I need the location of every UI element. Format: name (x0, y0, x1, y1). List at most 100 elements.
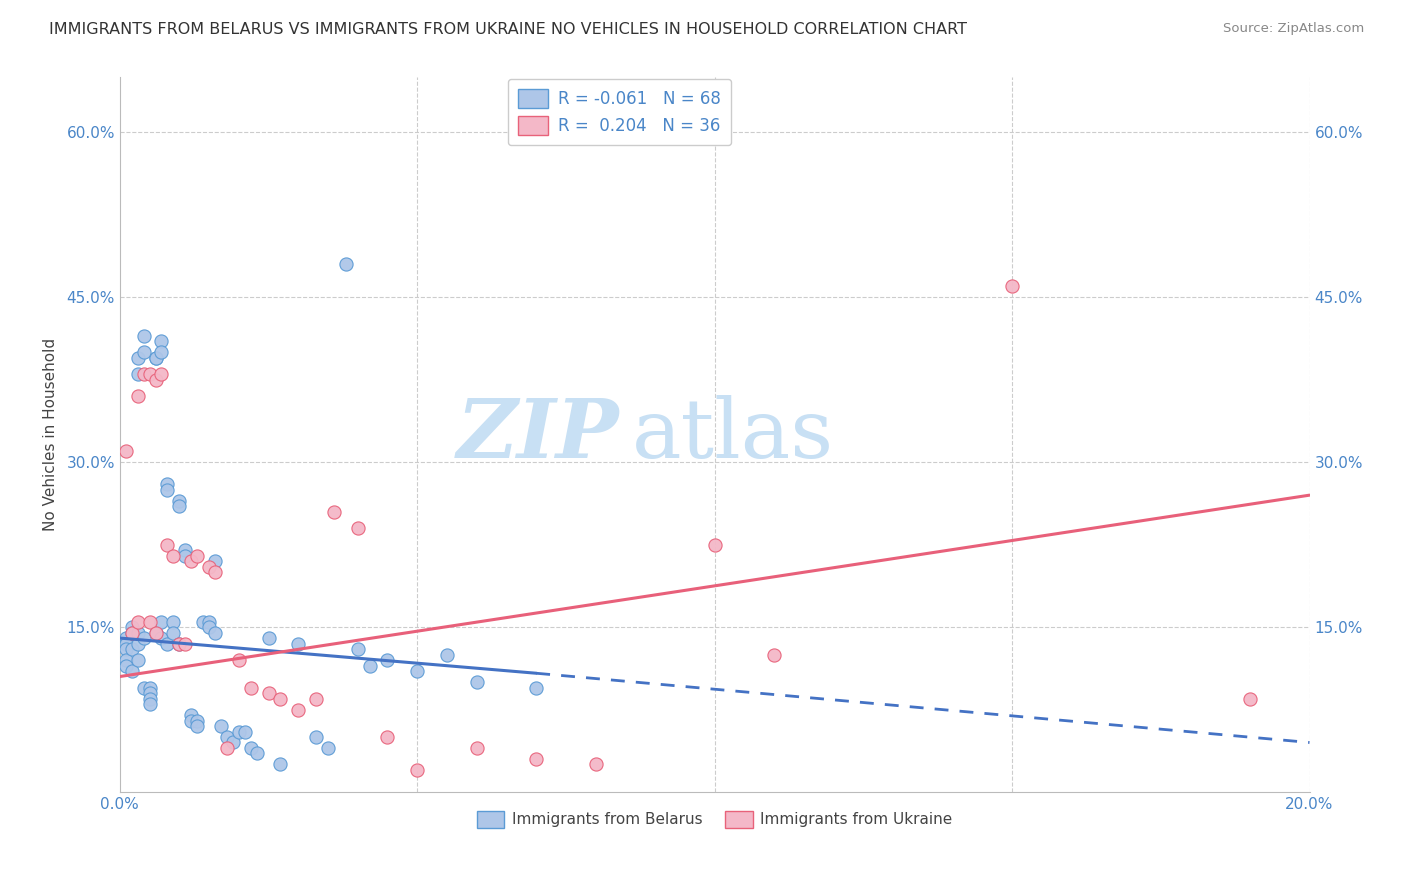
Point (121, 642, 143, 657)
Point (305, 691, 328, 706)
Point (198, 559, 221, 574)
Point (169, 636, 191, 650)
Point (233, 724, 256, 739)
Text: IMMIGRANTS FROM BELARUS VS IMMIGRANTS FROM UKRAINE NO VEHICLES IN HOUSEHOLD CORR: IMMIGRANTS FROM BELARUS VS IMMIGRANTS FR… (49, 22, 967, 37)
Point (156, 483, 179, 497)
Point (127, 389, 149, 403)
Point (174, 549, 197, 563)
Point (132, 328, 155, 343)
Point (316, 741, 339, 756)
Point (215, 730, 238, 744)
Point (1239, 691, 1261, 706)
Point (121, 625, 143, 640)
Point (323, 505, 346, 519)
Point (138, 691, 160, 706)
Point (346, 521, 368, 535)
Point (228, 724, 250, 739)
Point (305, 730, 328, 744)
Point (127, 625, 149, 640)
Point (763, 648, 786, 662)
Point (127, 653, 149, 667)
Point (138, 368, 160, 382)
Point (257, 686, 280, 700)
Point (204, 554, 226, 568)
Point (121, 625, 143, 640)
Point (127, 351, 149, 365)
Point (138, 615, 160, 629)
Point (209, 719, 232, 733)
Point (145, 373, 167, 387)
Point (186, 719, 208, 733)
Point (145, 625, 167, 640)
Point (204, 625, 226, 640)
Text: ZIP: ZIP (457, 394, 620, 475)
Point (287, 702, 309, 716)
Point (114, 642, 136, 657)
Point (145, 351, 167, 365)
Point (703, 538, 725, 552)
Point (162, 625, 184, 640)
Point (150, 631, 173, 645)
Point (114, 636, 136, 650)
Point (228, 653, 250, 667)
Point (114, 631, 136, 645)
Point (257, 631, 280, 645)
Point (465, 741, 488, 756)
Point (145, 625, 167, 640)
Point (287, 636, 309, 650)
Point (132, 345, 155, 359)
Point (269, 691, 291, 706)
Point (114, 658, 136, 673)
Point (246, 747, 269, 761)
Point (180, 554, 202, 568)
Text: Source: ZipAtlas.com: Source: ZipAtlas.com (1223, 22, 1364, 36)
Point (180, 708, 202, 723)
Point (114, 653, 136, 667)
Point (169, 636, 191, 650)
Point (524, 752, 547, 766)
Point (121, 664, 143, 678)
Point (359, 658, 381, 673)
Point (377, 653, 399, 667)
Point (150, 615, 173, 629)
Point (127, 636, 149, 650)
Point (150, 368, 173, 382)
Point (215, 741, 238, 756)
Point (198, 615, 221, 629)
Point (169, 499, 191, 513)
Point (132, 681, 155, 695)
Point (162, 549, 184, 563)
Point (222, 735, 245, 749)
Point (204, 565, 226, 579)
Point (585, 757, 607, 772)
Point (114, 444, 136, 458)
Point (465, 675, 488, 690)
Point (132, 631, 155, 645)
Point (436, 648, 458, 662)
Point (138, 697, 160, 711)
Legend: Immigrants from Belarus, Immigrants from Ukraine: Immigrants from Belarus, Immigrants from… (471, 805, 959, 834)
Point (169, 493, 191, 508)
Point (145, 351, 167, 365)
Point (150, 334, 173, 349)
Point (1001, 279, 1024, 293)
Point (162, 615, 184, 629)
Point (156, 636, 179, 650)
Point (138, 681, 160, 695)
Point (138, 686, 160, 700)
Point (186, 714, 208, 728)
Point (346, 642, 368, 657)
Text: atlas: atlas (631, 394, 834, 475)
Point (121, 620, 143, 634)
Point (156, 538, 179, 552)
Point (239, 741, 262, 756)
Point (186, 549, 208, 563)
Point (180, 714, 202, 728)
Point (150, 345, 173, 359)
Point (191, 615, 214, 629)
Point (406, 763, 429, 777)
Y-axis label: No Vehicles in Household: No Vehicles in Household (44, 338, 58, 532)
Point (127, 368, 149, 382)
Point (406, 664, 429, 678)
Point (239, 681, 262, 695)
